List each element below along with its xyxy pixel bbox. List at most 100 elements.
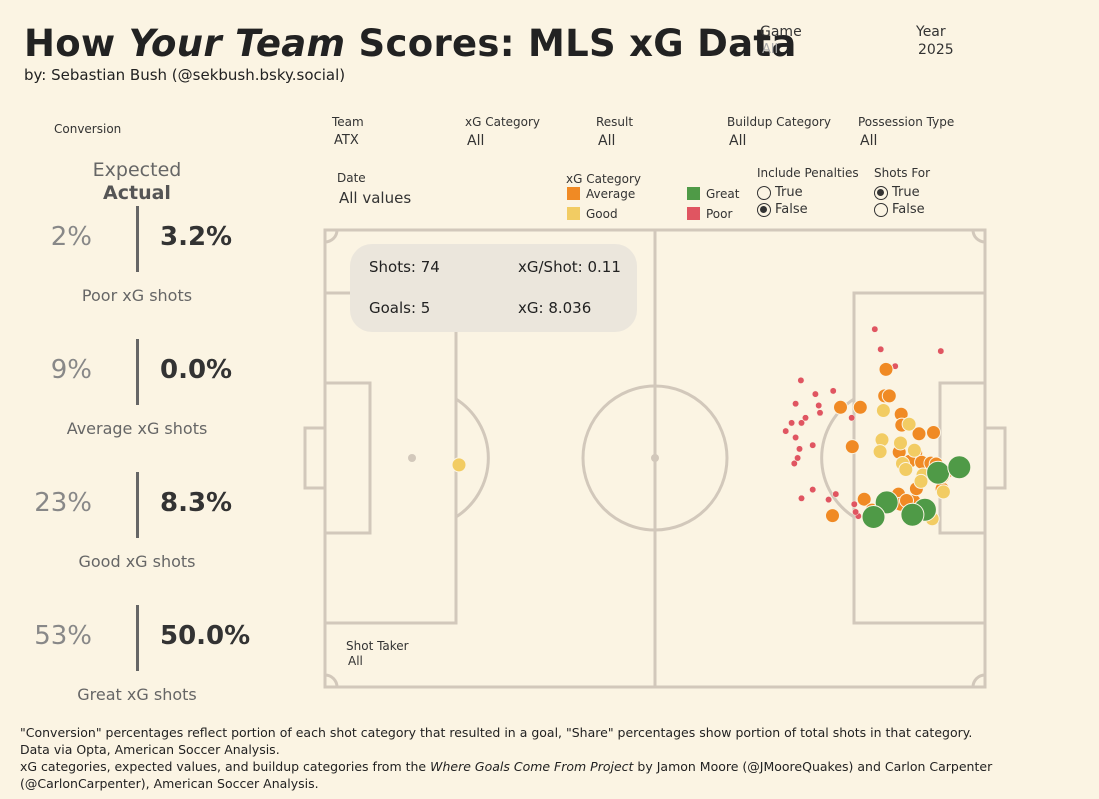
shot-point-poor[interactable]	[877, 345, 885, 353]
year-filter-value[interactable]: 2025	[918, 42, 954, 58]
page-title: How Your Team Scores: MLS xG Data	[24, 22, 797, 65]
shot-point-good[interactable]	[872, 444, 888, 460]
left-penalty-spot	[408, 454, 416, 462]
xg-category-filter-label: xG Category	[465, 115, 541, 129]
radio-button[interactable]	[874, 202, 888, 217]
shot-points	[451, 325, 972, 529]
team-filter-label: Team	[332, 115, 364, 129]
shot-point-average[interactable]	[852, 399, 868, 415]
shot-point-great[interactable]	[926, 460, 951, 485]
buildup-filter-value[interactable]: All	[729, 133, 747, 149]
shot-point-poor[interactable]	[809, 441, 817, 449]
shot-point-poor[interactable]	[815, 402, 823, 409]
shot-point-poor[interactable]	[937, 347, 945, 355]
shot-point-poor[interactable]	[792, 400, 800, 408]
radio-label: False	[775, 202, 808, 217]
shot-point-poor[interactable]	[848, 414, 856, 422]
result-filter-value[interactable]: All	[598, 133, 616, 149]
xg-total: xG: 8.036	[518, 299, 592, 317]
include-penalties-true[interactable]: True	[757, 185, 803, 200]
shot-point-good[interactable]	[935, 484, 951, 500]
left-six-yard-box	[323, 381, 372, 535]
category-label: Average xG shots	[66, 419, 208, 438]
shot-point-poor[interactable]	[850, 500, 858, 508]
include-penalties-false[interactable]: False	[757, 202, 808, 217]
possession-filter-value[interactable]: All	[860, 133, 878, 149]
shot-point-poor[interactable]	[798, 494, 805, 502]
expected-pct: 2%	[50, 222, 92, 252]
date-filter-value[interactable]: All values	[339, 189, 412, 207]
shot-point-poor[interactable]	[794, 454, 802, 462]
shot-map-pitch	[303, 228, 1007, 689]
radio-button[interactable]	[874, 185, 888, 200]
conversion-heading: Conversion	[54, 122, 122, 136]
shot-point-poor[interactable]	[792, 434, 800, 441]
radio-button[interactable]	[757, 202, 771, 217]
shot-point-poor[interactable]	[782, 427, 790, 435]
divider-bar	[136, 339, 139, 405]
shot-point-poor[interactable]	[816, 409, 824, 417]
shot-point-great[interactable]	[861, 505, 886, 529]
actual-pct: 3.2%	[160, 222, 233, 252]
shot-point-average[interactable]	[881, 388, 897, 404]
shot-point-average[interactable]	[825, 508, 840, 524]
shot-point-average[interactable]	[878, 361, 894, 377]
divider-bar	[136, 605, 139, 671]
shot-point-poor[interactable]	[811, 390, 819, 398]
shot-point-poor[interactable]	[809, 486, 817, 494]
shot-point-average[interactable]	[833, 399, 848, 415]
expected-label: Expected	[92, 159, 182, 181]
xg-category-filter-value[interactable]: All	[467, 133, 485, 149]
shot-point-poor[interactable]	[798, 419, 805, 427]
shot-point-good[interactable]	[898, 462, 914, 477]
shot-point-great[interactable]	[947, 455, 972, 480]
footer-line: "Conversion" percentages reflect portion…	[20, 725, 973, 740]
legend-label: Good	[586, 207, 618, 221]
shot-point-good[interactable]	[906, 442, 922, 458]
buildup-filter-label: Buildup Category	[727, 115, 831, 129]
shot-point-average[interactable]	[911, 426, 927, 442]
corner-arc	[971, 229, 986, 244]
year-filter-label: Year	[916, 24, 946, 40]
left-penalty-box	[323, 291, 458, 625]
shot-point-poor[interactable]	[797, 376, 805, 384]
radio-button[interactable]	[757, 185, 771, 200]
footer-notes: "Conversion" percentages reflect portion…	[20, 724, 1080, 792]
shots-for-true[interactable]: True	[874, 185, 920, 200]
shot-point-poor[interactable]	[829, 387, 837, 395]
goals-count: Goals: 5	[369, 299, 431, 317]
shot-point-average[interactable]	[844, 439, 860, 455]
actual-pct: 50.0%	[160, 621, 251, 651]
shot-point-poor[interactable]	[790, 460, 798, 467]
expected-pct: 9%	[50, 355, 92, 385]
shot-point-poor[interactable]	[796, 445, 803, 453]
legend-swatch	[567, 207, 580, 220]
corner-arc	[324, 673, 339, 688]
shot-point-good[interactable]	[913, 473, 929, 489]
shots-for-false[interactable]: False	[874, 202, 925, 217]
shot-point-poor[interactable]	[852, 508, 860, 516]
game-filter-value[interactable]: All	[762, 42, 779, 57]
shot-point-good[interactable]	[875, 403, 891, 418]
radio-label: True	[892, 185, 920, 200]
shot-point-poor[interactable]	[802, 414, 809, 422]
shot-point-poor[interactable]	[871, 325, 879, 333]
byline: by: Sebastian Bush (@sekbush.bsky.social…	[24, 66, 346, 84]
shot-point-good[interactable]	[451, 457, 467, 473]
shot-point-average[interactable]	[856, 491, 872, 507]
shot-point-good[interactable]	[893, 435, 908, 451]
shot-point-great[interactable]	[900, 502, 925, 527]
shot-point-poor[interactable]	[832, 490, 840, 498]
stats-summary-box	[350, 244, 637, 332]
shot-point-poor[interactable]	[788, 419, 796, 427]
shot-point-good[interactable]	[901, 416, 917, 432]
shot-point-poor[interactable]	[825, 496, 833, 504]
team-filter-value[interactable]: ATX	[334, 133, 359, 148]
shot-point-average[interactable]	[926, 425, 941, 440]
possession-filter-label: Possession Type	[858, 115, 955, 129]
shot-taker-filter-value[interactable]: All	[348, 654, 363, 668]
legend-swatch	[687, 207, 700, 220]
conversion-panel	[0, 105, 262, 720]
category-label: Great xG shots	[77, 685, 197, 704]
conversion-legend: Expected Actual	[87, 159, 187, 205]
